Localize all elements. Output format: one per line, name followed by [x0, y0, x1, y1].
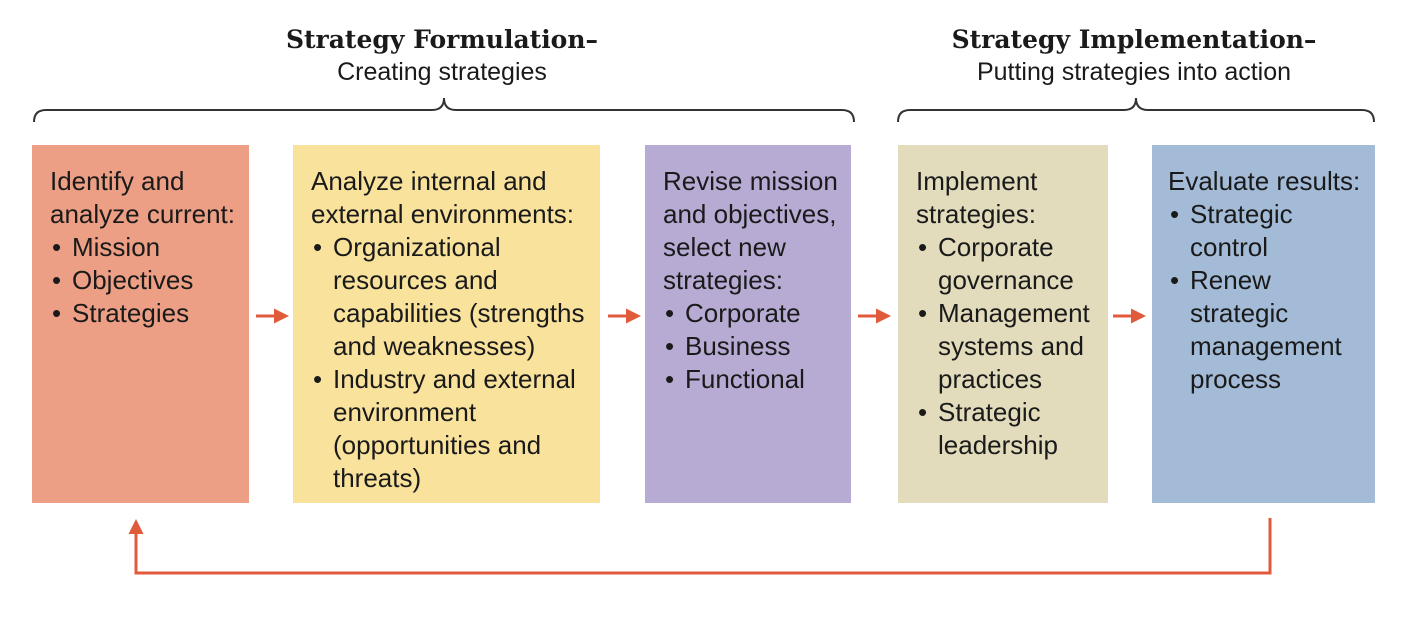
list-item: Management systems and practices	[916, 297, 1098, 396]
list-item: Organizational resources and capabilitie…	[311, 231, 590, 363]
list-item: Functional	[663, 363, 841, 396]
step-heading: Revise mission and objectives, select ne…	[663, 166, 838, 295]
list-item: Business	[663, 330, 841, 363]
formulation-title: Strategy Formulation–	[285, 25, 599, 54]
formulation-brace	[33, 97, 855, 123]
list-item: Industry and external environment (oppor…	[311, 363, 590, 495]
list-item: Corporate	[663, 297, 841, 330]
list-item: Corporate governance	[916, 231, 1098, 297]
step-list: Organizational resources and capabilitie…	[311, 231, 590, 495]
formulation-subtitle: Creating strategies	[337, 58, 547, 86]
implementation-subtitle: Putting strategies into action	[976, 58, 1292, 86]
list-item: Mission	[50, 231, 239, 264]
step-box-identify: Identify and analyze current: Mission Ob…	[32, 145, 249, 503]
step-list: Strategic control Renew strategic manage…	[1168, 198, 1365, 396]
step-list: Corporate governance Management systems …	[916, 231, 1098, 462]
step-heading: Identify and analyze current:	[50, 166, 235, 229]
step-heading: Evaluate results:	[1168, 166, 1361, 196]
formulation-header: Strategy Formulation– Creating strategie…	[242, 24, 642, 88]
list-item: Objectives	[50, 264, 239, 297]
implementation-title: Strategy Implementation–	[951, 25, 1317, 54]
step-heading: Analyze internal and external environmen…	[311, 166, 575, 229]
step-list: Mission Objectives Strategies	[50, 231, 239, 330]
list-item: Strategic leadership	[916, 396, 1098, 462]
implementation-header: Strategy Implementation– Putting strateg…	[934, 24, 1334, 88]
feedback-loop-arrow	[128, 518, 1272, 575]
step-box-evaluate: Evaluate results: Strategic control Rene…	[1152, 145, 1375, 503]
step-list: Corporate Business Functional	[663, 297, 841, 396]
step-box-analyze: Analyze internal and external environmen…	[293, 145, 600, 503]
list-item: Strategies	[50, 297, 239, 330]
list-item: Renew strategic management process	[1168, 264, 1365, 396]
step-box-implement: Implement strategies: Corporate governan…	[898, 145, 1108, 503]
list-item: Strategic control	[1168, 198, 1365, 264]
step-heading: Implement strategies:	[916, 166, 1038, 229]
implementation-brace	[897, 97, 1375, 123]
step-box-revise: Revise mission and objectives, select ne…	[645, 145, 851, 503]
